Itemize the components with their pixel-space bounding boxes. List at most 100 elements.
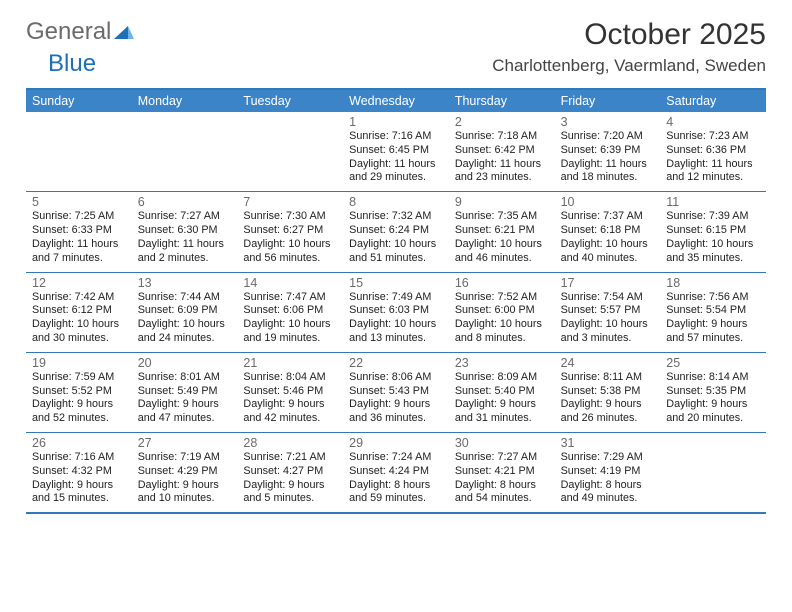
logo-word-general: General [26,18,111,46]
sunrise-line: Sunrise: 8:06 AM [349,371,443,385]
sunrise-line: Sunrise: 8:04 AM [243,371,337,385]
sunrise-line: Sunrise: 7:16 AM [32,451,126,465]
day-cell: 21Sunrise: 8:04 AMSunset: 5:46 PMDayligh… [237,353,343,432]
day-header-fri: Friday [555,90,661,112]
day-number: 14 [243,276,337,290]
daylight-line: Daylight: 11 hours and 23 minutes. [455,158,549,186]
logo: General [26,18,138,46]
sunrise-line: Sunrise: 8:09 AM [455,371,549,385]
sunrise-line: Sunrise: 8:01 AM [138,371,232,385]
sunrise-line: Sunrise: 8:11 AM [561,371,655,385]
day-cell [132,112,238,191]
sunrise-line: Sunrise: 7:59 AM [32,371,126,385]
day-cell: 5Sunrise: 7:25 AMSunset: 6:33 PMDaylight… [26,192,132,271]
sunset-line: Sunset: 5:49 PM [138,385,232,399]
sunset-line: Sunset: 6:21 PM [455,224,549,238]
daylight-line: Daylight: 9 hours and 15 minutes. [32,479,126,507]
daylight-line: Daylight: 9 hours and 57 minutes. [666,318,760,346]
sunset-line: Sunset: 5:35 PM [666,385,760,399]
daylight-line: Daylight: 9 hours and 5 minutes. [243,479,337,507]
sunset-line: Sunset: 6:09 PM [138,304,232,318]
sunrise-line: Sunrise: 7:25 AM [32,210,126,224]
day-number: 18 [666,276,760,290]
day-number: 26 [32,436,126,450]
sunset-line: Sunset: 6:18 PM [561,224,655,238]
day-cell: 31Sunrise: 7:29 AMSunset: 4:19 PMDayligh… [555,433,661,512]
daylight-line: Daylight: 10 hours and 51 minutes. [349,238,443,266]
sunrise-line: Sunrise: 7:19 AM [138,451,232,465]
sunset-line: Sunset: 4:29 PM [138,465,232,479]
day-number: 27 [138,436,232,450]
daylight-line: Daylight: 9 hours and 26 minutes. [561,398,655,426]
day-number: 5 [32,195,126,209]
sunrise-line: Sunrise: 7:54 AM [561,291,655,305]
day-number: 24 [561,356,655,370]
day-cell: 28Sunrise: 7:21 AMSunset: 4:27 PMDayligh… [237,433,343,512]
day-cell [237,112,343,191]
day-number: 12 [32,276,126,290]
day-number: 29 [349,436,443,450]
daylight-line: Daylight: 9 hours and 31 minutes. [455,398,549,426]
sunset-line: Sunset: 6:03 PM [349,304,443,318]
sunset-line: Sunset: 4:21 PM [455,465,549,479]
day-cell: 10Sunrise: 7:37 AMSunset: 6:18 PMDayligh… [555,192,661,271]
daylight-line: Daylight: 10 hours and 40 minutes. [561,238,655,266]
sunrise-line: Sunrise: 8:14 AM [666,371,760,385]
sunset-line: Sunset: 6:39 PM [561,144,655,158]
sunrise-line: Sunrise: 7:42 AM [32,291,126,305]
day-cell: 24Sunrise: 8:11 AMSunset: 5:38 PMDayligh… [555,353,661,432]
sunrise-line: Sunrise: 7:16 AM [349,130,443,144]
day-header-wed: Wednesday [343,90,449,112]
day-cell: 15Sunrise: 7:49 AMSunset: 6:03 PMDayligh… [343,273,449,352]
day-header-row: Sunday Monday Tuesday Wednesday Thursday… [26,90,766,112]
day-number: 31 [561,436,655,450]
day-cell: 2Sunrise: 7:18 AMSunset: 6:42 PMDaylight… [449,112,555,191]
sunset-line: Sunset: 4:19 PM [561,465,655,479]
day-cell: 4Sunrise: 7:23 AMSunset: 6:36 PMDaylight… [660,112,766,191]
sunset-line: Sunset: 5:54 PM [666,304,760,318]
day-cell: 16Sunrise: 7:52 AMSunset: 6:00 PMDayligh… [449,273,555,352]
daylight-line: Daylight: 11 hours and 18 minutes. [561,158,655,186]
daylight-line: Daylight: 8 hours and 49 minutes. [561,479,655,507]
title-block: October 2025 Charlottenberg, Vaermland, … [492,18,766,76]
day-number: 28 [243,436,337,450]
sunrise-line: Sunrise: 7:39 AM [666,210,760,224]
day-number: 11 [666,195,760,209]
daylight-line: Daylight: 11 hours and 29 minutes. [349,158,443,186]
sunset-line: Sunset: 6:27 PM [243,224,337,238]
day-cell: 3Sunrise: 7:20 AMSunset: 6:39 PMDaylight… [555,112,661,191]
day-header-sat: Saturday [660,90,766,112]
sunset-line: Sunset: 5:46 PM [243,385,337,399]
daylight-line: Daylight: 10 hours and 30 minutes. [32,318,126,346]
daylight-line: Daylight: 10 hours and 3 minutes. [561,318,655,346]
day-cell: 23Sunrise: 8:09 AMSunset: 5:40 PMDayligh… [449,353,555,432]
sunrise-line: Sunrise: 7:56 AM [666,291,760,305]
sunset-line: Sunset: 4:24 PM [349,465,443,479]
daylight-line: Daylight: 10 hours and 19 minutes. [243,318,337,346]
day-number: 6 [138,195,232,209]
daylight-line: Daylight: 9 hours and 47 minutes. [138,398,232,426]
sunset-line: Sunset: 6:00 PM [455,304,549,318]
day-number: 23 [455,356,549,370]
logo-triangle-icon [114,18,134,46]
daylight-line: Daylight: 10 hours and 46 minutes. [455,238,549,266]
sunrise-line: Sunrise: 7:27 AM [138,210,232,224]
week-row: 19Sunrise: 7:59 AMSunset: 5:52 PM Dayligh… [26,352,766,432]
sunrise-line: Sunrise: 7:29 AM [561,451,655,465]
day-header-tue: Tuesday [237,90,343,112]
daylight-line: Daylight: 9 hours and 10 minutes. [138,479,232,507]
sunset-line: Sunset: 5:52 PM [32,385,126,399]
day-cell: 27Sunrise: 7:19 AMSunset: 4:29 PMDayligh… [132,433,238,512]
day-cell: 11Sunrise: 7:39 AMSunset: 6:15 PMDayligh… [660,192,766,271]
sunset-line: Sunset: 6:30 PM [138,224,232,238]
weeks-container: 1Sunrise: 7:16 AMSunset: 6:45 PMDaylight… [26,112,766,512]
day-number: 3 [561,115,655,129]
day-number: 13 [138,276,232,290]
day-number: 20 [138,356,232,370]
day-number: 1 [349,115,443,129]
day-number: 19 [32,356,126,370]
sunset-line: Sunset: 5:57 PM [561,304,655,318]
sunset-line: Sunset: 6:15 PM [666,224,760,238]
daylight-line: Daylight: 9 hours and 20 minutes. [666,398,760,426]
day-cell: 9Sunrise: 7:35 AMSunset: 6:21 PMDaylight… [449,192,555,271]
